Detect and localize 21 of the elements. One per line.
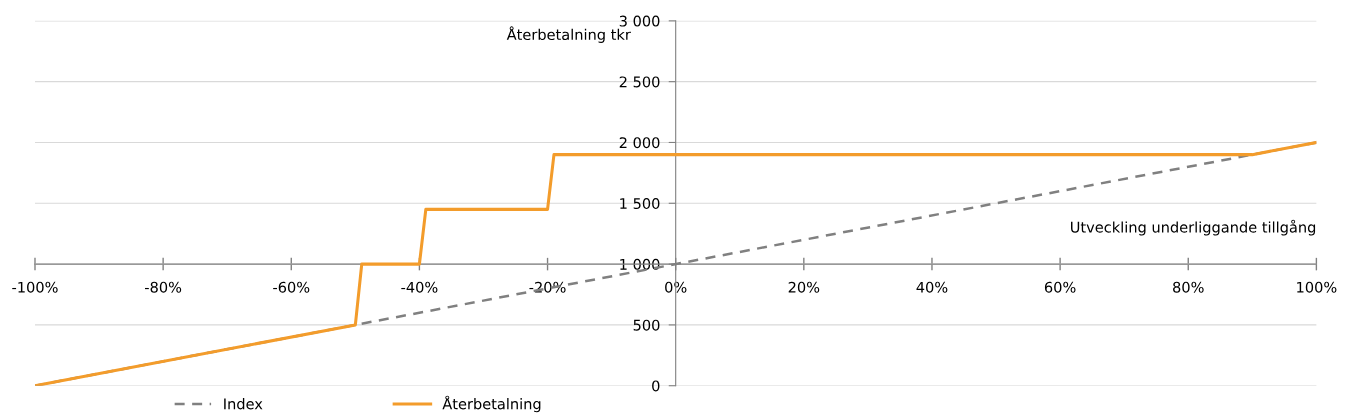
x-tick-label: 40% bbox=[916, 281, 948, 293]
legend-label: Index bbox=[224, 398, 263, 410]
x-tick-label: 100% bbox=[1297, 281, 1337, 293]
x-tick-label: -100% bbox=[12, 281, 58, 293]
x-tick-label: 20% bbox=[788, 281, 820, 293]
x-axis-title: Utveckling underliggande tillgång bbox=[1071, 219, 1316, 236]
x-tick-label: -40% bbox=[401, 281, 438, 293]
y-tick-label: 1 500 bbox=[620, 198, 660, 210]
legend-label: Återbetalning bbox=[442, 395, 541, 413]
x-tick-label: 0% bbox=[665, 281, 687, 293]
x-tick-label: -60% bbox=[273, 281, 310, 293]
y-tick-label: 1 000 bbox=[620, 258, 660, 270]
y-axis-title: Återbetalning tkr bbox=[506, 26, 631, 43]
y-tick-label: 500 bbox=[633, 319, 660, 331]
x-tick-label: 60% bbox=[1044, 281, 1076, 293]
x-tick-label: 80% bbox=[1173, 281, 1204, 293]
y-tick-label: 2 000 bbox=[619, 137, 660, 149]
y-tick-label: 0 bbox=[652, 380, 660, 392]
y-tick-label: 2 500 bbox=[619, 76, 660, 88]
x-tick-label: -80% bbox=[145, 281, 182, 293]
y-tick-label: 3 000 bbox=[619, 15, 660, 27]
